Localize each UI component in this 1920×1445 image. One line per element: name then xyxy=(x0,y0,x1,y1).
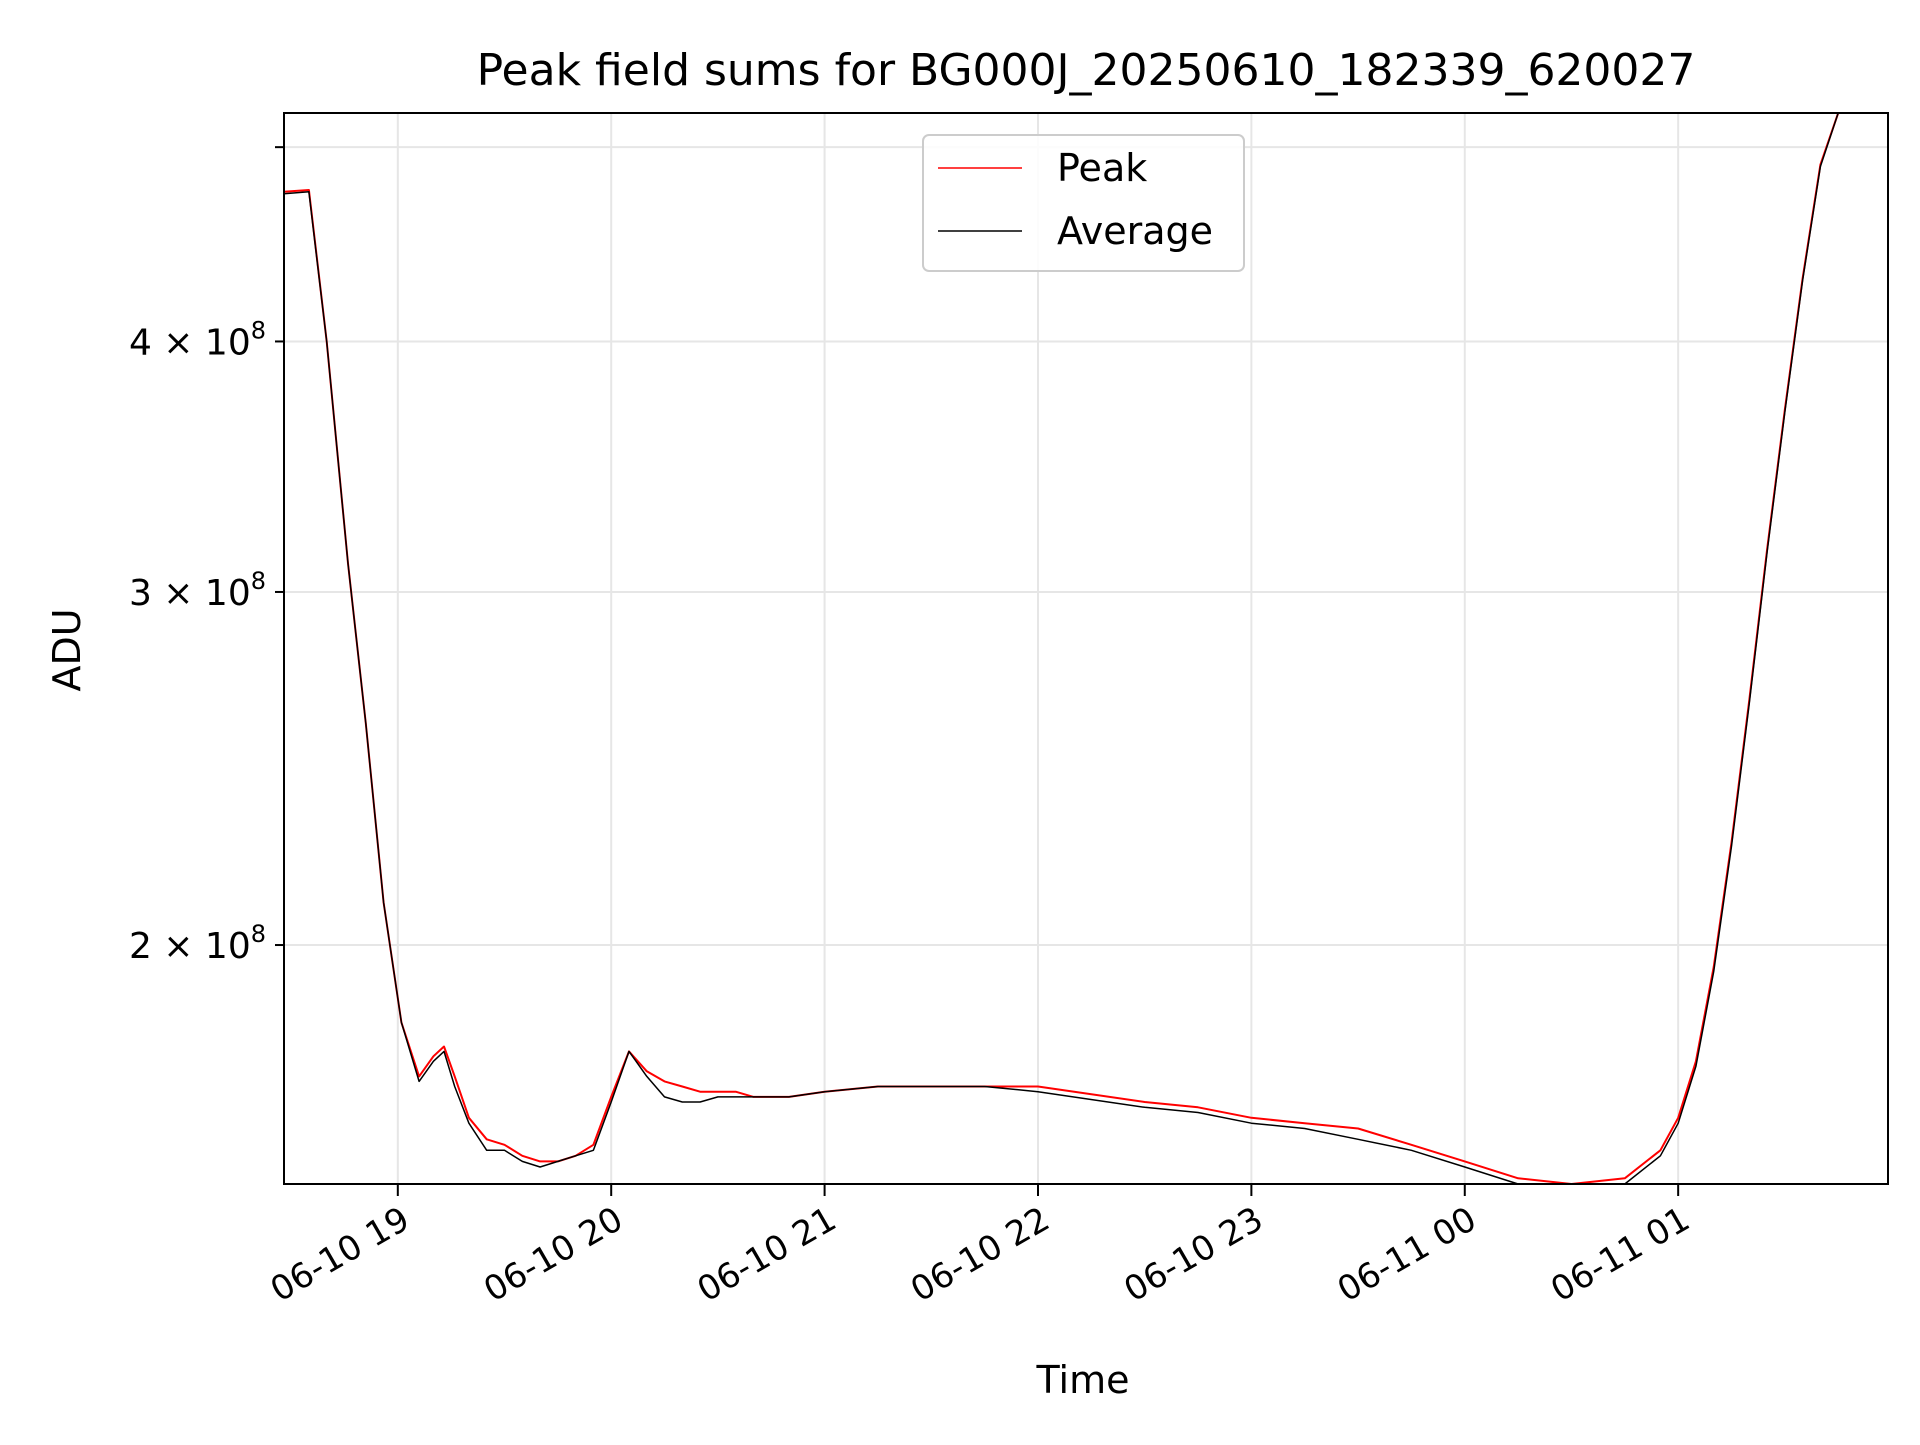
y-tick-label: 3 × 108 xyxy=(129,567,266,614)
legend-label-average: Average xyxy=(1057,209,1213,253)
y-tick-label: 2 × 108 xyxy=(129,920,266,967)
legend: Peak Average xyxy=(922,134,1245,272)
y-axis-label: ADU xyxy=(45,608,89,691)
x-axis-label: Time xyxy=(1036,1358,1130,1402)
series-layer xyxy=(283,112,1888,1185)
y-tick-label: 4 × 108 xyxy=(129,316,266,363)
legend-box xyxy=(922,134,1245,272)
legend-label-peak: Peak xyxy=(1057,146,1147,190)
series-line-average xyxy=(283,112,1888,1185)
chart-title: Peak field sums for BG000J_20250610_1823… xyxy=(477,45,1696,96)
plot-frame xyxy=(283,112,1889,1185)
